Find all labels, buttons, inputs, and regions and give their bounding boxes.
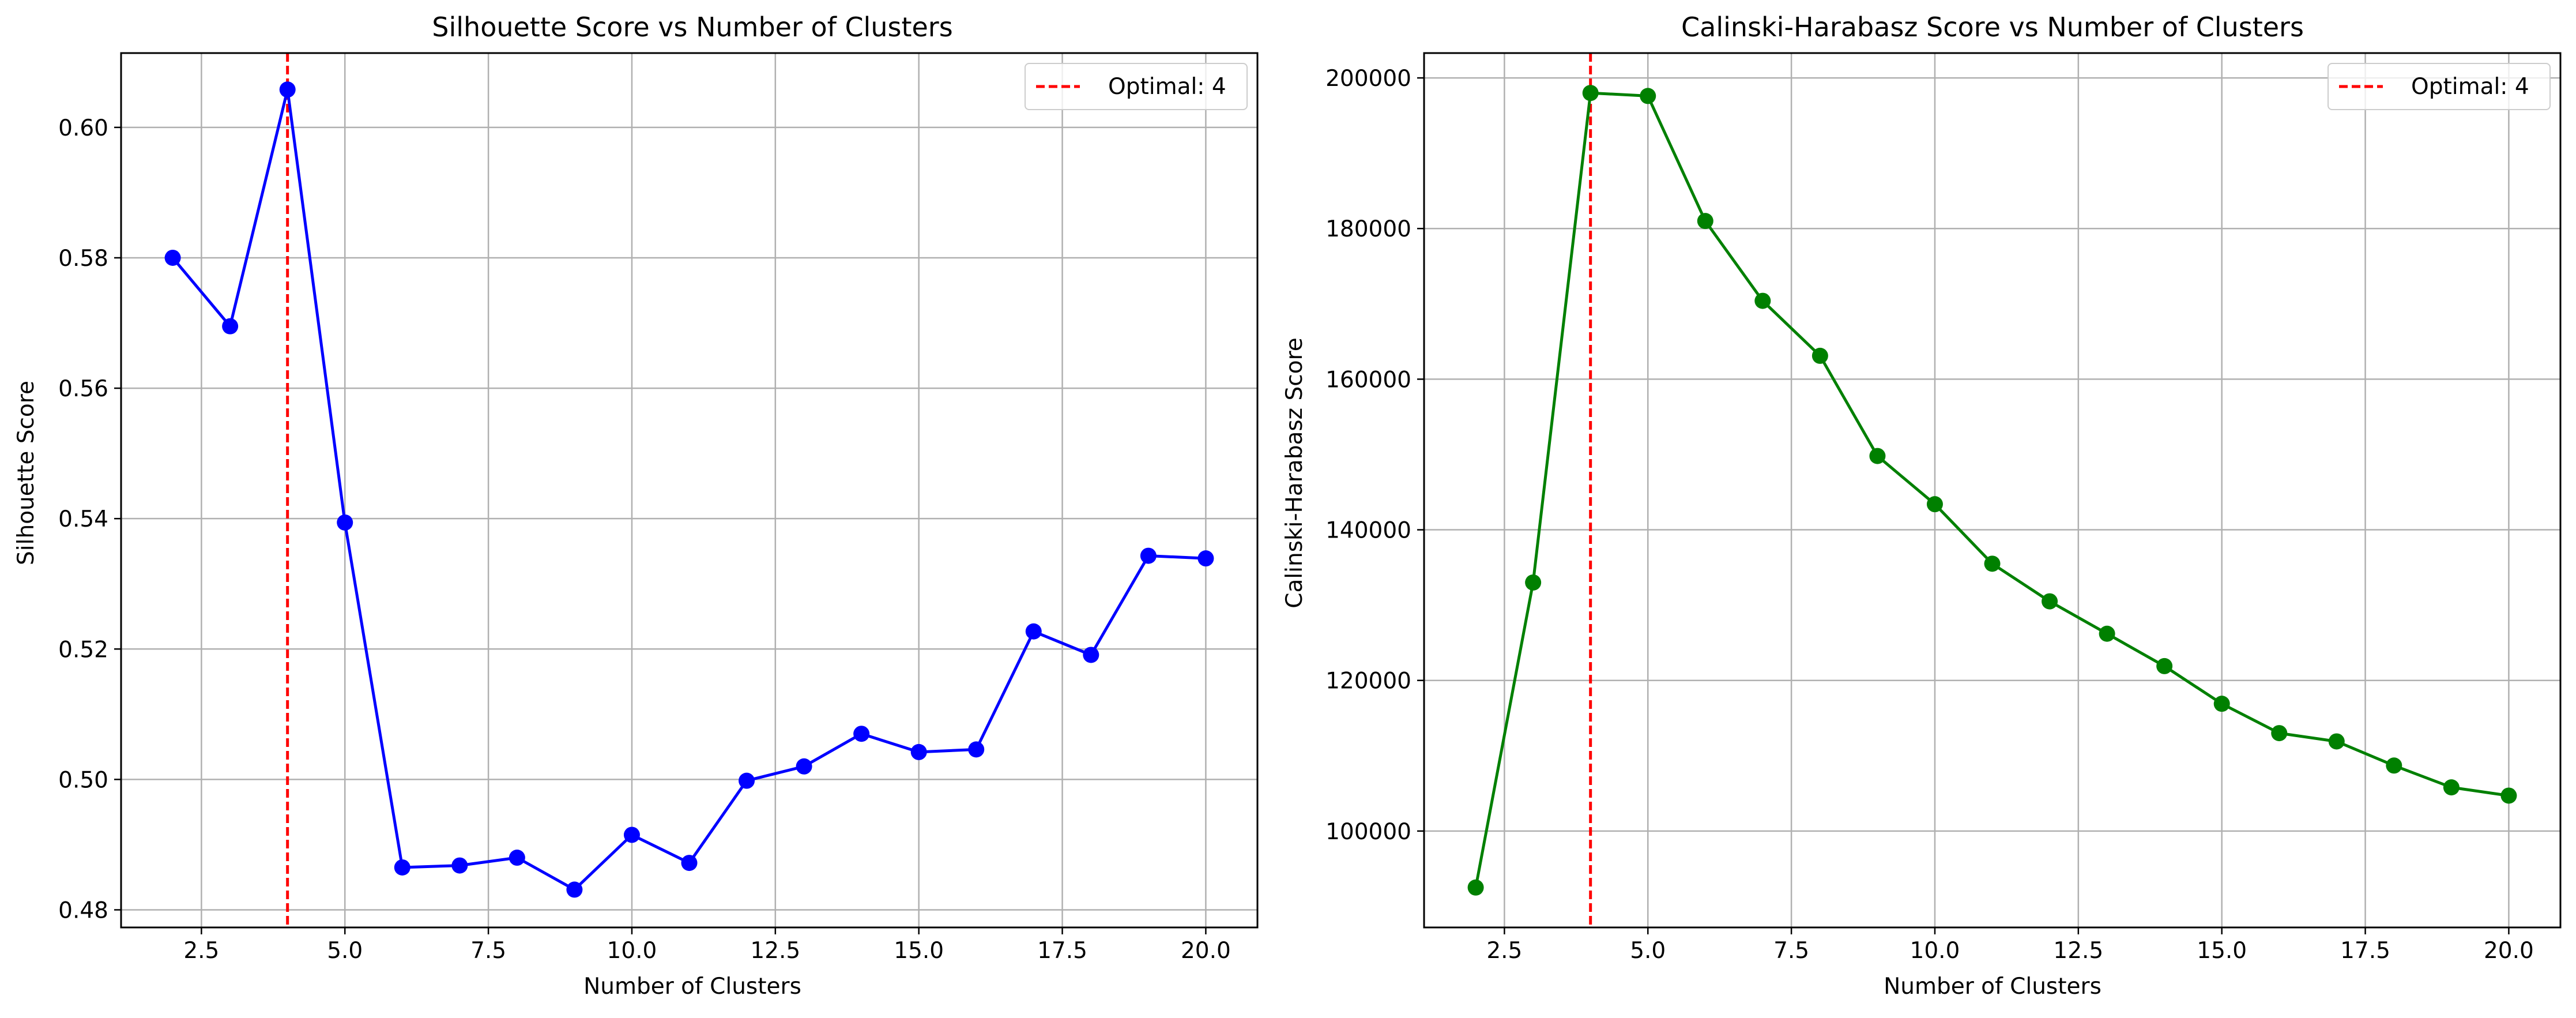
x-tick-label: 12.5 [2053, 938, 2103, 964]
data-point [509, 850, 525, 866]
x-tick-label: 20.0 [1181, 938, 1231, 964]
data-point [1697, 213, 1713, 230]
chart-title: Silhouette Score vs Number of Clusters [432, 12, 952, 43]
legend-label: Optimal: 4 [2411, 74, 2529, 100]
y-tick-label: 0.52 [58, 637, 108, 663]
data-point [2099, 625, 2115, 642]
data-point [566, 881, 583, 898]
data-point [451, 857, 468, 874]
legend-box [2328, 63, 2551, 110]
y-tick-label: 140000 [1325, 518, 1411, 544]
data-point [2213, 696, 2230, 712]
y-tick-label: 160000 [1325, 367, 1411, 393]
x-tick-label: 10.0 [1910, 938, 1960, 964]
data-point [2500, 787, 2517, 804]
x-tick-label: 15.0 [894, 938, 944, 964]
y-tick-label: 0.50 [58, 767, 108, 793]
y-tick-label: 120000 [1325, 668, 1411, 694]
x-axis-label: Number of Clusters [1884, 974, 2102, 1000]
data-point [853, 726, 870, 742]
data-point [1083, 647, 1099, 663]
data-point [2271, 725, 2288, 742]
x-tick-label: 5.0 [327, 938, 363, 964]
grid [1424, 53, 2560, 927]
x-tick-label: 20.0 [2484, 938, 2534, 964]
plot-frame [1423, 52, 2562, 929]
data-point [1197, 550, 1214, 567]
legend-label: Optimal: 4 [1108, 74, 1226, 100]
data-point [1869, 448, 1886, 464]
data-point [968, 741, 985, 758]
x-tick-label: 12.5 [750, 938, 800, 964]
data-point [222, 318, 239, 335]
chart-title: Calinski-Harabasz Score vs Number of Clu… [1681, 12, 2304, 43]
y-tick-label: 200000 [1325, 66, 1411, 92]
y-tick-label: 0.58 [58, 246, 108, 272]
data-point [910, 743, 927, 760]
data-point [2328, 733, 2345, 750]
y-tick-label: 0.48 [58, 897, 108, 923]
y-axis-label: Calinski-Harabasz Score [1282, 337, 1308, 608]
x-tick-label: 2.5 [183, 938, 219, 964]
data-point [1640, 88, 1656, 104]
silhouette-chart-panel: Silhouette Score vs Number of Clusters N… [13, 12, 1259, 1000]
series-layer [1467, 85, 2517, 896]
series-layer [164, 81, 1214, 898]
data-point [394, 859, 410, 876]
data-point [796, 758, 812, 775]
data-point [2156, 658, 2173, 674]
grid [121, 53, 1257, 927]
x-tick-label: 7.5 [470, 938, 506, 964]
data-point [2042, 593, 2058, 610]
x-tick-label: 5.0 [1630, 938, 1666, 964]
data-point [1926, 496, 1943, 513]
data-point [1754, 292, 1771, 309]
y-tick-label: 100000 [1325, 819, 1411, 845]
y-axis-label: Silhouette Score [13, 381, 39, 565]
x-tick-label: 15.0 [2197, 938, 2247, 964]
data-point [681, 855, 698, 872]
calinski-harabasz-chart-panel: Calinski-Harabasz Score vs Number of Clu… [1282, 12, 2562, 1000]
data-point [337, 514, 353, 531]
y-tick-label: 180000 [1325, 216, 1411, 242]
data-point [623, 827, 640, 843]
x-tick-label: 10.0 [607, 938, 657, 964]
data-point [1984, 555, 2001, 572]
data-point [2443, 779, 2460, 796]
data-point [1467, 879, 1484, 896]
data-point [1525, 574, 1542, 591]
data-point [1582, 85, 1599, 102]
y-tick-label: 0.60 [58, 115, 108, 141]
data-point [1140, 547, 1157, 564]
data-point [164, 249, 181, 266]
plot-frame [120, 52, 1259, 929]
data-point [739, 772, 755, 789]
legend: Optimal: 4 [2328, 63, 2551, 110]
data-point [1025, 623, 1042, 640]
series-line [171, 88, 1206, 891]
series-line [1474, 91, 2509, 888]
legend: Optimal: 4 [1025, 63, 1248, 110]
y-tick-label: 0.54 [58, 506, 108, 532]
tick-layer: 2.5 5.0 7.5 10.0 12.5 15.0 17.5 20.0 100000 12000… [1325, 66, 2534, 964]
x-tick-label: 2.5 [1486, 938, 1522, 964]
data-point [2386, 757, 2402, 774]
x-tick-label: 17.5 [1037, 938, 1087, 964]
legend-box [1025, 63, 1248, 110]
x-axis-label: Number of Clusters [583, 974, 801, 1000]
y-tick-label: 0.56 [58, 376, 108, 402]
data-point [1812, 347, 1828, 364]
tick-layer: 2.5 5.0 7.5 10.0 12.5 15.0 17.5 20.0 0.48 0.50 0.5… [58, 115, 1231, 964]
data-point [279, 81, 296, 98]
x-tick-label: 7.5 [1773, 938, 1809, 964]
x-tick-label: 17.5 [2340, 938, 2390, 964]
